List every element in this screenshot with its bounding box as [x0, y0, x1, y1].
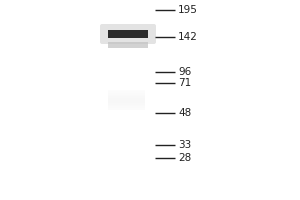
Bar [108, 95, 145, 96]
Bar [108, 102, 145, 103]
Bar [108, 103, 145, 104]
Bar [108, 30, 148, 38]
Bar [108, 105, 145, 106]
Bar [108, 97, 145, 98]
Text: 195: 195 [178, 5, 198, 15]
FancyBboxPatch shape [100, 24, 156, 44]
Text: 71: 71 [178, 78, 191, 88]
Text: 28: 28 [178, 153, 191, 163]
Bar [108, 96, 145, 97]
Text: 48: 48 [178, 108, 191, 118]
Bar [108, 100, 145, 101]
Bar [108, 42, 148, 48]
Bar [108, 108, 145, 109]
Text: 96: 96 [178, 67, 191, 77]
Bar [108, 109, 145, 110]
Text: 33: 33 [178, 140, 191, 150]
Bar [108, 91, 145, 92]
Text: 142: 142 [178, 32, 198, 42]
Bar [108, 92, 145, 93]
Bar [108, 104, 145, 105]
Bar [108, 106, 145, 107]
Bar [108, 94, 145, 95]
Bar [108, 93, 145, 94]
Bar [108, 107, 145, 108]
Bar [108, 98, 145, 99]
Bar [108, 101, 145, 102]
Bar [108, 99, 145, 100]
Bar [108, 90, 145, 91]
